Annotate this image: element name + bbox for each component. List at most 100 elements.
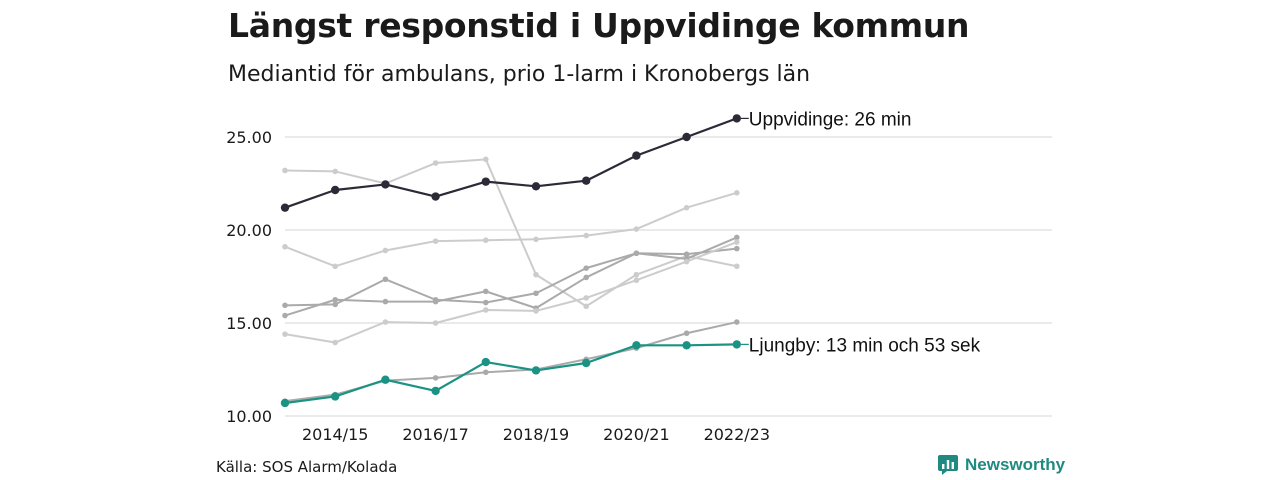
data-point: [432, 298, 439, 305]
data-point: [382, 247, 389, 254]
brand-name: Newsworthy: [965, 455, 1066, 474]
data-point: [280, 203, 290, 212]
x-tick-label: 2020/21: [603, 425, 669, 444]
data-point: [531, 366, 541, 375]
data-point: [583, 274, 589, 281]
data-point: [481, 177, 490, 186]
series-line: [284, 247, 737, 307]
data-point: [633, 277, 640, 284]
data-point: [431, 192, 440, 201]
data-point: [432, 320, 439, 326]
chart-subtitle: Mediantid för ambulans, prio 1-larm i Kr…: [228, 62, 811, 87]
data-point: [332, 263, 339, 270]
data-point: [432, 375, 439, 381]
series-labels: Uppvidinge: 26 min Ljungby: 13 min och 53…: [740, 109, 981, 356]
data-point: [483, 369, 489, 376]
series-ljungby: [280, 340, 741, 408]
data-point: [382, 298, 389, 305]
data-point: [632, 151, 641, 160]
data-point: [332, 296, 339, 303]
data-point: [533, 290, 539, 297]
series-background: [282, 190, 740, 270]
data-point: [683, 251, 690, 257]
y-tick-label: 20.00: [226, 221, 272, 240]
series-uppvidinge: [280, 114, 741, 212]
data-point: [683, 258, 690, 265]
data-point: [481, 357, 490, 367]
brand-logo: Newsworthy: [938, 455, 1065, 475]
data-point: [533, 308, 539, 314]
data-point: [432, 238, 439, 244]
data-point: [583, 232, 589, 239]
data-point: [483, 299, 489, 306]
data-point: [483, 237, 489, 244]
data-point: [382, 319, 389, 325]
data-point: [683, 204, 690, 211]
series-background: [282, 234, 740, 319]
data-point: [683, 330, 690, 337]
data-point: [734, 319, 740, 325]
data-point: [533, 271, 539, 278]
data-point: [682, 341, 691, 350]
gridlines: [285, 136, 1052, 417]
data-point: [282, 312, 288, 319]
data-point: [483, 288, 489, 295]
data-point: [282, 167, 288, 174]
data-point: [734, 234, 740, 241]
y-tick-label: 10.00: [226, 407, 272, 426]
data-point: [732, 340, 741, 349]
data-point: [734, 263, 740, 270]
series-line: [284, 321, 738, 403]
data-point: [734, 239, 740, 245]
series-background: [282, 156, 740, 310]
data-point: [734, 245, 740, 252]
x-tick-label: 2018/19: [503, 425, 569, 444]
data-point: [282, 243, 288, 250]
data-point: [483, 307, 489, 313]
data-point: [381, 375, 390, 384]
source-note: Källa: SOS Alarm/Kolada: [216, 458, 398, 476]
data-point: [582, 176, 591, 185]
series-line: [284, 158, 737, 308]
data-point: [332, 168, 339, 175]
newsworthy-logo-icon: [938, 455, 958, 475]
data-point: [431, 386, 440, 396]
data-point: [331, 392, 340, 401]
data-point: [632, 341, 641, 350]
data-point: [583, 265, 589, 271]
data-point: [531, 182, 541, 191]
x-tick-label: 2016/17: [402, 425, 468, 444]
data-point: [332, 301, 339, 308]
data-point: [583, 303, 589, 310]
series-line: [284, 236, 738, 317]
data-point: [332, 339, 339, 346]
y-axis: 10.00 15.00 20.00 25.00: [226, 128, 272, 426]
data-point: [633, 226, 640, 232]
data-point: [282, 302, 288, 309]
data-point: [282, 331, 288, 337]
x-axis: 2014/15 2016/17 2018/19 2020/21 2022/23: [302, 425, 770, 444]
data-point: [682, 132, 691, 142]
series-end-label: Ljungby: 13 min och 53 sek: [749, 335, 981, 356]
data-point: [732, 114, 741, 123]
data-point: [483, 156, 489, 163]
series-line: [284, 241, 738, 344]
y-tick-label: 25.00: [226, 128, 272, 147]
data-point: [533, 236, 539, 243]
data-point: [432, 160, 439, 166]
series-lines: [280, 114, 741, 408]
x-tick-label: 2022/23: [704, 425, 770, 444]
y-tick-label: 15.00: [226, 314, 272, 333]
data-point: [381, 180, 390, 189]
data-point: [280, 398, 290, 408]
series-line: [284, 117, 738, 209]
series-line: [284, 191, 738, 268]
data-point: [633, 250, 640, 257]
series-background: [282, 239, 740, 346]
data-point: [583, 295, 589, 301]
data-point: [331, 185, 340, 195]
series-end-label: Uppvidinge: 26 min: [749, 109, 912, 130]
series-line: [284, 343, 737, 405]
data-point: [382, 276, 389, 283]
